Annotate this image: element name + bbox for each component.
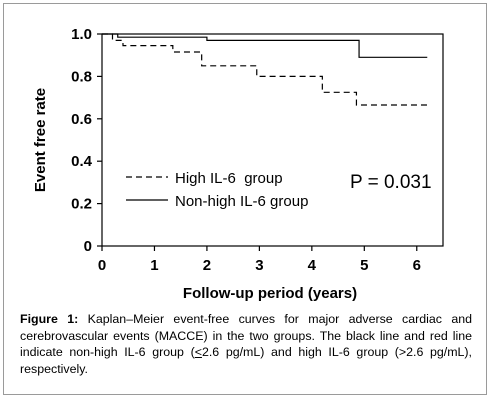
- x-tick-label-3: 3: [255, 257, 263, 274]
- y-tick-label-2: 0.4: [71, 153, 93, 170]
- p-value-annotation: P = 0.031: [350, 172, 432, 193]
- x-tick-label-0: 0: [98, 257, 106, 274]
- caption-part1: Kaplan–Meier event-free curves for major…: [20, 312, 473, 359]
- x-tick-label-2: 2: [203, 257, 211, 274]
- x-tick-label-4: 4: [308, 257, 317, 274]
- figure-caption: Figure 1: Kaplan–Meier event-free curves…: [20, 311, 472, 377]
- figure: [3, 3, 487, 395]
- series-line-1: [102, 33, 428, 58]
- y-tick-label-3: 0.6: [71, 111, 92, 128]
- legend-label-high: High IL-6 group: [175, 170, 283, 187]
- legend: High IL-6 group Non-high IL-6 group: [126, 170, 308, 210]
- plot-frame: [101, 33, 444, 247]
- caption-label: Figure 1:: [20, 312, 79, 326]
- legend-label-nonhigh: Non-high IL-6 group: [175, 193, 308, 210]
- caption-ineq: <: [194, 345, 202, 359]
- y-tick-label-5: 1.0: [71, 26, 92, 43]
- y-tick-label-1: 0.2: [71, 196, 92, 213]
- x-tick-label-5: 5: [360, 257, 368, 274]
- series-line-0: [102, 33, 428, 106]
- x-tick-label-6: 6: [413, 257, 421, 274]
- x-tick-label-1: 1: [150, 257, 158, 274]
- y-axis-title: Event free rate: [32, 88, 49, 192]
- y-tick-label-0: 0: [84, 238, 92, 255]
- x-axis-title: Follow-up period (years): [183, 285, 357, 302]
- caption-part2: 2.6 pg/mL) and high IL-6 group (>2.6 pg/…: [20, 345, 473, 376]
- y-tick-label-4: 0.8: [71, 68, 92, 85]
